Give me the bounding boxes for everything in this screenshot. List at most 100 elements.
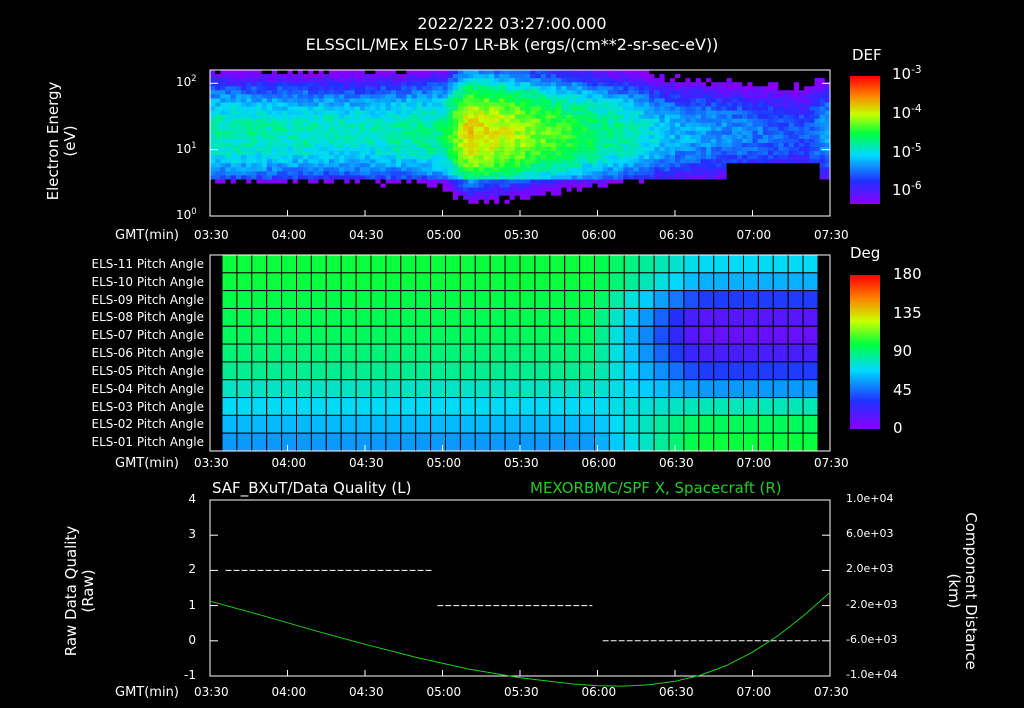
pitch-cell [728, 397, 744, 416]
spectrogram-cell [824, 122, 831, 128]
spectrogram-cell [292, 110, 299, 115]
spectrogram-cell [618, 94, 624, 99]
pitch-cell [683, 272, 700, 292]
spectrogram-cell [592, 163, 598, 168]
spectrogram-cell [700, 171, 707, 176]
spectrogram-cell [478, 90, 485, 95]
spectrogram-cell [334, 82, 340, 87]
spectrogram-cell [308, 207, 314, 213]
spectrogram-cell [452, 167, 459, 172]
spectrogram-cell [731, 191, 738, 197]
spectrogram-cell [649, 195, 655, 201]
spectrogram-cell [731, 90, 738, 95]
spectrogram-cell [716, 195, 722, 201]
spectrogram-cell [649, 70, 655, 75]
spectrogram-cell [690, 114, 696, 119]
spectrogram-cell [773, 183, 779, 188]
spectrogram-cell [406, 98, 412, 103]
spectrogram-cell [551, 122, 557, 128]
spectrogram-cell [385, 114, 392, 119]
spectrogram-cell [742, 138, 748, 144]
spectrogram-cell [411, 179, 417, 184]
spectrogram-cell [370, 134, 376, 140]
spectrogram-cell [561, 126, 567, 132]
spectrogram-cell [545, 175, 552, 180]
spectrogram-cell [380, 179, 386, 184]
spectrogram-cell [354, 195, 361, 201]
spectrogram-cell [494, 167, 500, 172]
spectrogram-cell [235, 171, 242, 176]
spectrogram-cell [375, 90, 381, 95]
spectrogram-cell [215, 90, 221, 95]
pitch-cell [459, 325, 476, 345]
spectrogram-cell [334, 130, 340, 136]
spectrogram-cell [230, 155, 237, 160]
spectrogram-cell [246, 179, 252, 184]
spectrogram-cell [421, 151, 428, 156]
pitch-cell [757, 397, 774, 416]
pitch-cell [325, 290, 342, 309]
spectrogram-cell [700, 118, 707, 124]
spectrogram-cell [535, 134, 541, 140]
spectrogram-cell [799, 191, 805, 197]
spectrogram-cell [799, 102, 805, 107]
spectrogram-cell [483, 171, 490, 176]
spectrogram-cell [256, 122, 262, 128]
spectrogram-cell [752, 86, 758, 91]
spectrogram-cell [432, 167, 438, 172]
spectrogram-cell [680, 143, 686, 148]
spectrogram-cell [225, 155, 231, 160]
spectrogram-cell [313, 143, 319, 148]
deg-colorbar-label: 45 [893, 380, 913, 399]
spectrogram-cell [354, 191, 361, 197]
spectrogram-cell [215, 86, 221, 91]
spectrogram-cell [768, 167, 774, 172]
spectrogram-cell [530, 191, 536, 197]
spectrogram-cell [525, 138, 531, 144]
spectrogram-cell [706, 106, 712, 111]
spectrogram-cell [266, 122, 273, 128]
spectrogram-cell [664, 191, 671, 197]
spectrogram-cell [349, 86, 355, 91]
spectrogram-cell [210, 98, 216, 103]
spectrogram-cell [390, 122, 397, 128]
spectrogram-cell [380, 110, 386, 115]
spectrogram-cell [778, 70, 784, 75]
spectrogram-cell [520, 130, 526, 136]
spectrogram-cell [266, 106, 273, 111]
spectrogram-cell [793, 175, 800, 180]
spectrogram-cell [349, 203, 355, 209]
spectrogram-cell [644, 86, 650, 91]
spectrogram-cell [416, 143, 423, 148]
spectrogram-cell [235, 211, 242, 217]
spectrogram-cell [292, 134, 299, 140]
spectrogram-cell [824, 199, 831, 205]
spectrogram-cell [272, 163, 278, 168]
spectrogram-cell [468, 175, 474, 180]
spectrogram-cell [416, 82, 423, 87]
spectrogram-cell [499, 155, 505, 160]
pitch-cell [251, 432, 268, 452]
pitch-row-label: ELS-08 Pitch Angle [91, 310, 204, 325]
spectrogram-cell [654, 102, 660, 107]
spectrogram-cell [788, 183, 795, 188]
pitch-cell [489, 361, 506, 381]
spectrogram-cell [711, 179, 717, 184]
spectrogram-cell [489, 74, 495, 79]
spectrogram-cell [788, 211, 795, 217]
spectrogram-cell [675, 122, 681, 128]
spectrogram-cell [788, 159, 795, 164]
spectrogram-cell [607, 163, 614, 168]
spectrogram-cell [287, 138, 293, 144]
pitch-cell [236, 432, 253, 452]
spectrogram-cell [535, 191, 541, 197]
spectrogram-cell [613, 130, 619, 136]
spectrogram-cell [303, 203, 309, 209]
spectrogram-cell [370, 106, 376, 111]
spectrogram-cell [478, 187, 485, 192]
spectrogram-cell [530, 175, 536, 180]
spectrogram-cell [210, 90, 216, 95]
spectrogram-cell [602, 191, 609, 197]
spectrogram-cell [690, 167, 696, 172]
spectrogram-cell [272, 122, 278, 128]
